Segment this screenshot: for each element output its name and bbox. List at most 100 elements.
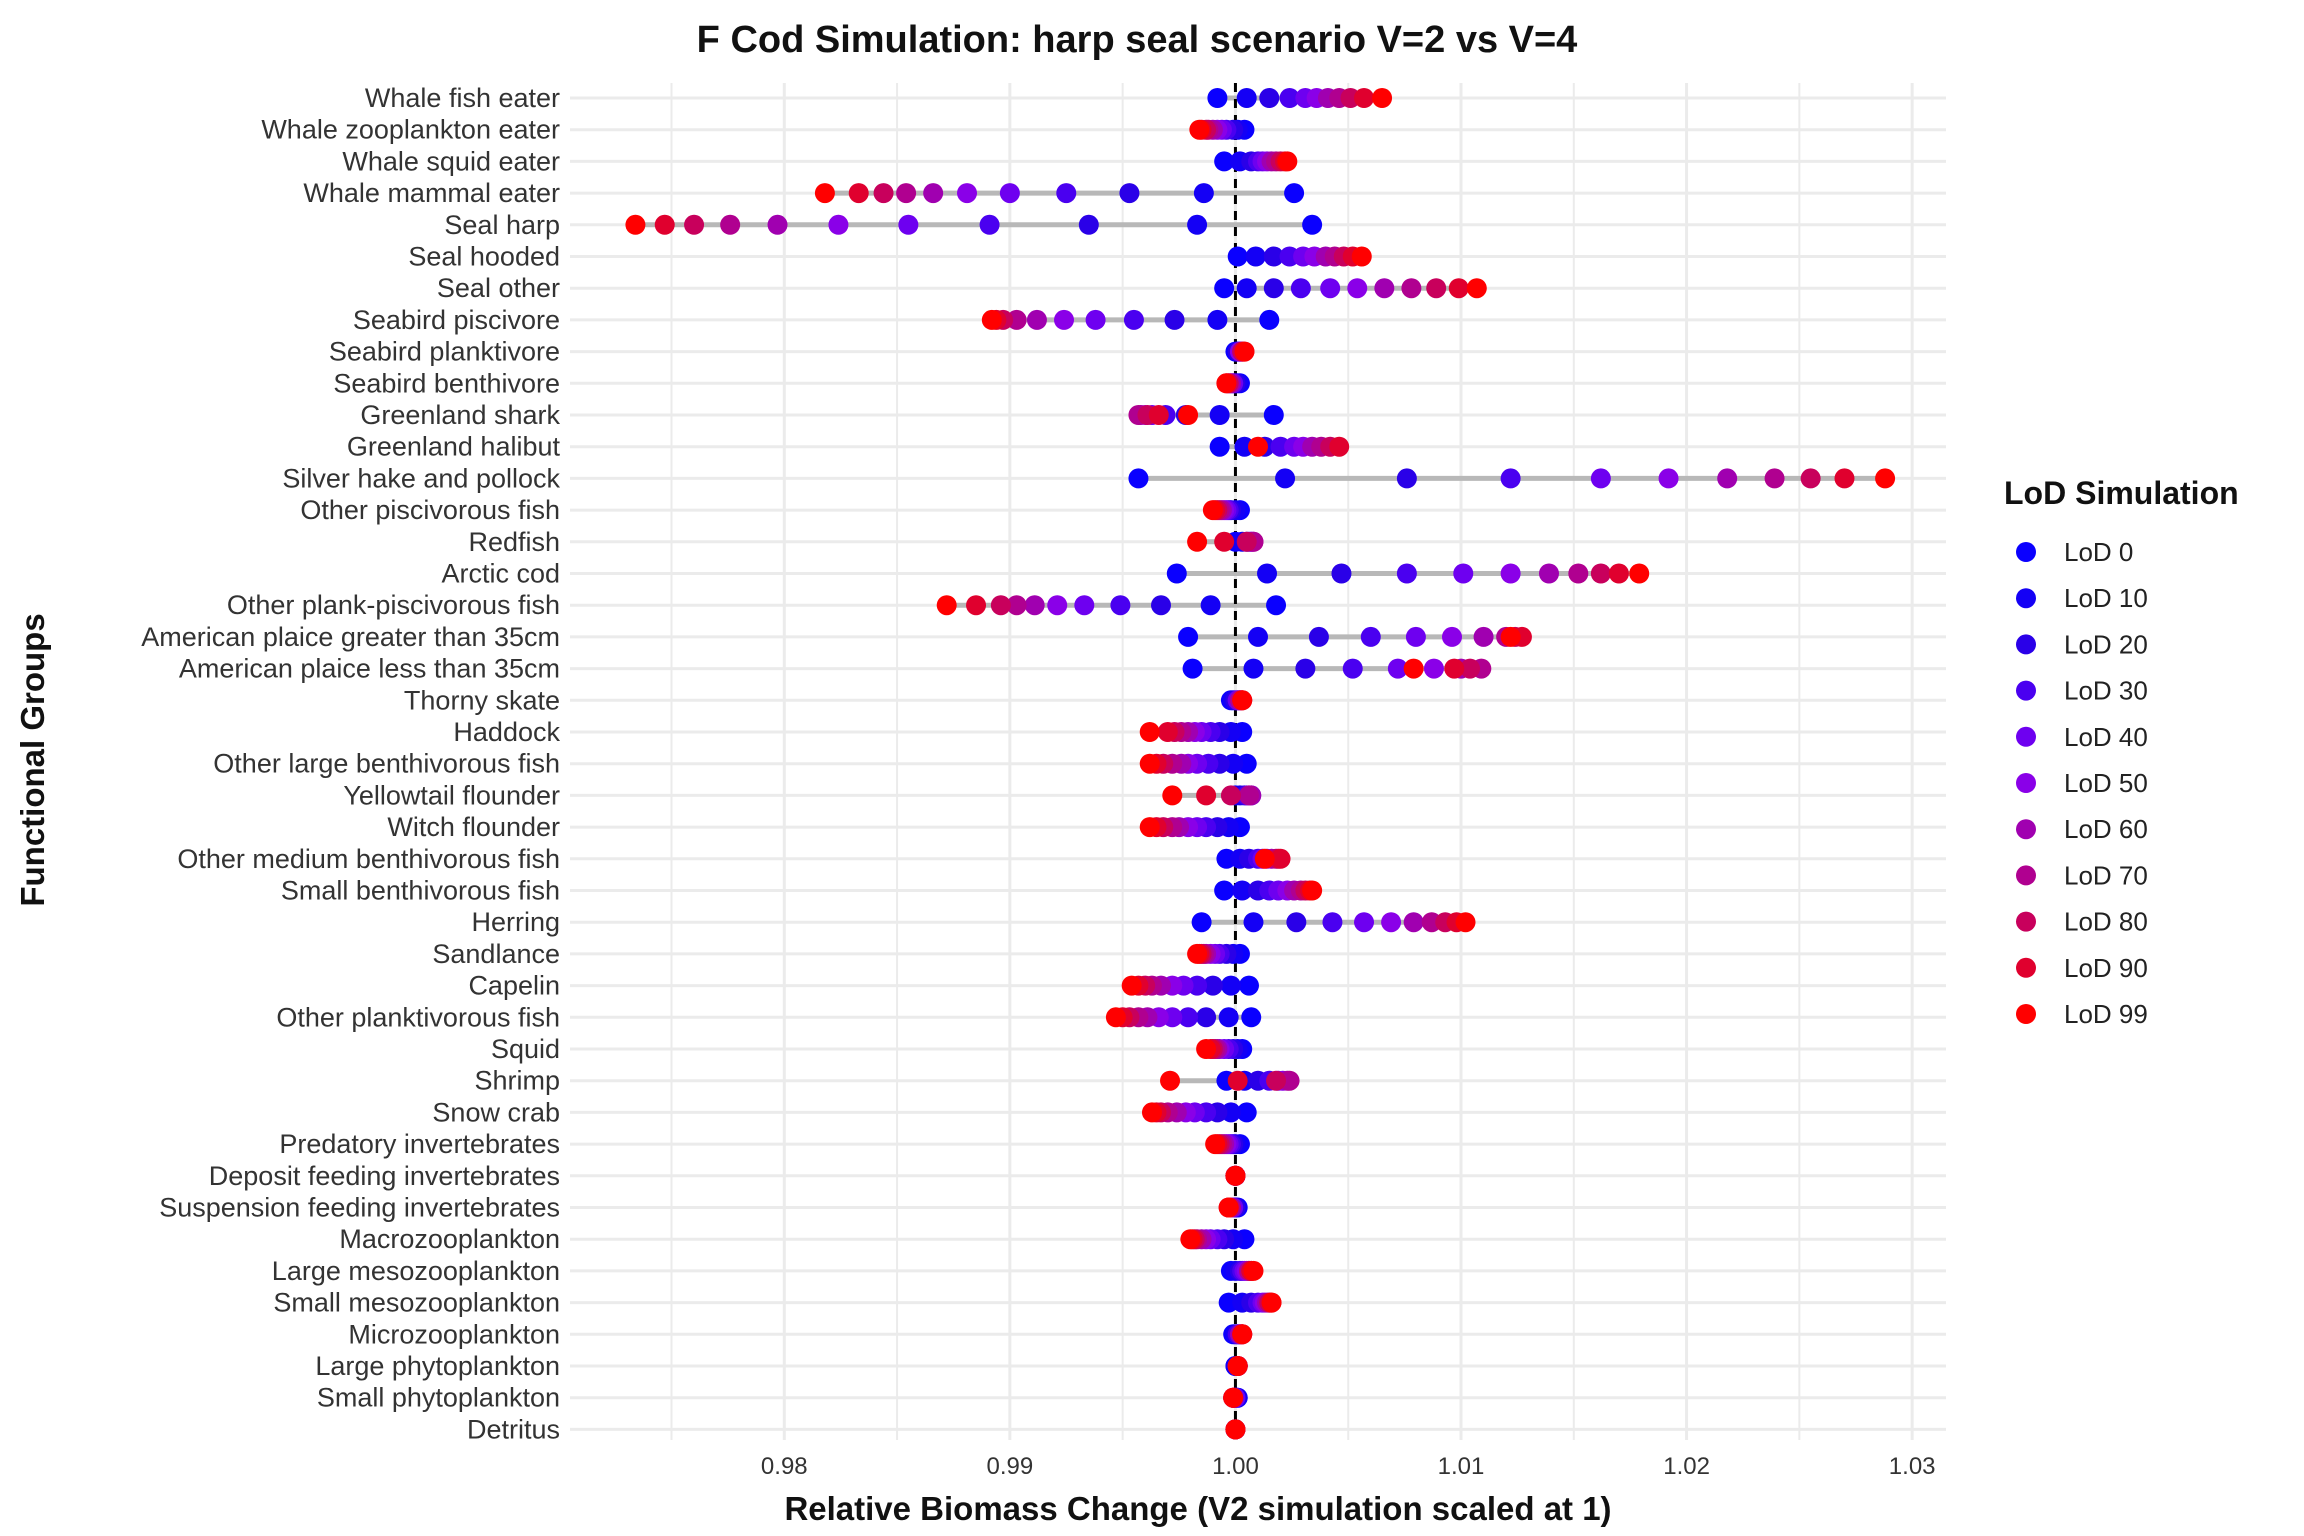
- data-point: [1187, 531, 1208, 552]
- y-tick-label: Thorny skate: [404, 685, 560, 715]
- data-point: [1214, 880, 1235, 901]
- data-point: [1302, 880, 1323, 901]
- data-point: [814, 183, 835, 204]
- y-tick-label: Haddock: [453, 717, 560, 747]
- data-point: [1119, 183, 1140, 204]
- y-tick-label: Snow crab: [432, 1097, 560, 1127]
- data-point: [1227, 246, 1248, 267]
- data-point: [1196, 1007, 1217, 1028]
- x-tick-label: 1.01: [1438, 1453, 1485, 1480]
- data-point: [1263, 246, 1284, 267]
- data-point: [720, 214, 741, 235]
- data-point: [1308, 626, 1329, 647]
- data-point: [1238, 785, 1259, 806]
- data-point: [1236, 1102, 1257, 1123]
- data-point: [1381, 912, 1402, 933]
- data-point: [1257, 563, 1278, 584]
- data-point: [923, 183, 944, 204]
- x-tick-label: 0.99: [987, 1453, 1034, 1480]
- x-tick-label: 1.03: [1889, 1453, 1936, 1480]
- data-point: [1286, 912, 1307, 933]
- data-point: [1141, 1102, 1162, 1123]
- y-tick-label: Detritus: [467, 1414, 560, 1444]
- data-point: [1423, 658, 1444, 679]
- y-tick-label: Witch flounder: [387, 812, 560, 842]
- data-point: [1279, 88, 1300, 108]
- data-point: [1232, 1324, 1253, 1345]
- data-point: [1220, 975, 1241, 996]
- data-point: [1243, 658, 1264, 679]
- data-point: [1290, 278, 1311, 299]
- data-point: [1139, 753, 1160, 774]
- data-point: [1834, 468, 1855, 489]
- data-point: [1128, 468, 1149, 489]
- data-point: [1590, 563, 1611, 584]
- data-point: [1266, 1070, 1287, 1091]
- data-point: [1047, 595, 1068, 616]
- data-point: [1243, 1260, 1264, 1281]
- data-point: [1105, 1007, 1126, 1028]
- data-point: [1006, 595, 1027, 616]
- y-tick-label: Seal hooded: [408, 242, 560, 272]
- y-tick-label: Other medium benthivorous fish: [177, 844, 560, 874]
- data-point: [1538, 563, 1559, 584]
- data-point: [1110, 595, 1131, 616]
- data-point: [1216, 373, 1237, 394]
- data-point: [1372, 88, 1393, 108]
- data-point: [1148, 405, 1169, 425]
- legend-label: LoD 70: [2064, 860, 2148, 890]
- data-point: [1227, 1070, 1248, 1091]
- data-point: [1254, 848, 1275, 869]
- data-point: [1196, 785, 1217, 806]
- data-point: [1460, 658, 1481, 679]
- data-point: [1227, 1356, 1248, 1376]
- data-point: [1225, 1165, 1246, 1186]
- y-tick-label: Other large benthivorous fish: [213, 749, 560, 779]
- data-point: [1202, 500, 1223, 521]
- data-point: [1214, 278, 1235, 299]
- data-point: [873, 183, 894, 204]
- data-point: [1121, 975, 1142, 996]
- data-point: [1245, 246, 1266, 267]
- data-point: [990, 595, 1011, 616]
- legend-key: [2016, 865, 2036, 886]
- data-point: [1259, 88, 1280, 108]
- y-tick-label: Small phytoplankton: [317, 1383, 560, 1413]
- data-point: [1234, 341, 1255, 362]
- data-point: [1178, 405, 1199, 425]
- data-point: [1238, 975, 1259, 996]
- legend: LoD Simulation LoD 0 LoD 10 LoD 20 LoD 30 Lo…: [2004, 475, 2239, 1029]
- data-point: [1387, 658, 1408, 679]
- data-point: [1448, 278, 1469, 299]
- data-point: [1800, 468, 1821, 489]
- y-tick-label: Seabird planktivore: [329, 337, 560, 367]
- y-tick-label: Yellowtail flounder: [343, 780, 560, 810]
- data-point: [1225, 1419, 1246, 1440]
- data-point: [1360, 626, 1381, 647]
- legend-title: LoD Simulation: [2004, 475, 2239, 511]
- y-tick-label: Greenland halibut: [347, 432, 561, 462]
- data-point: [1455, 912, 1476, 933]
- legend-label: LoD 0: [2064, 537, 2133, 567]
- data-point: [848, 183, 869, 204]
- data-point: [1263, 278, 1284, 299]
- y-tick-label: Greenland shark: [360, 400, 560, 430]
- legend-label: LoD 10: [2064, 583, 2148, 613]
- data-point: [1444, 658, 1465, 679]
- data-point: [1329, 436, 1350, 457]
- data-point: [1193, 183, 1214, 204]
- data-point: [1207, 309, 1228, 330]
- data-point: [1162, 785, 1183, 806]
- legend-key: [2016, 1004, 2036, 1024]
- y-tick-label: Small mesozooplankton: [273, 1288, 560, 1318]
- legend-label: LoD 20: [2064, 629, 2148, 659]
- data-point: [1259, 309, 1280, 330]
- data-point: [1218, 1007, 1239, 1028]
- y-tick-label: Herring: [471, 907, 560, 937]
- data-point: [1214, 531, 1235, 552]
- legend-key: [2016, 726, 2036, 747]
- legend-key: [2016, 819, 2036, 840]
- data-point: [1207, 88, 1228, 108]
- data-point: [1302, 214, 1323, 235]
- chart-title: F Cod Simulation: harp seal scenario V=2…: [697, 19, 1578, 61]
